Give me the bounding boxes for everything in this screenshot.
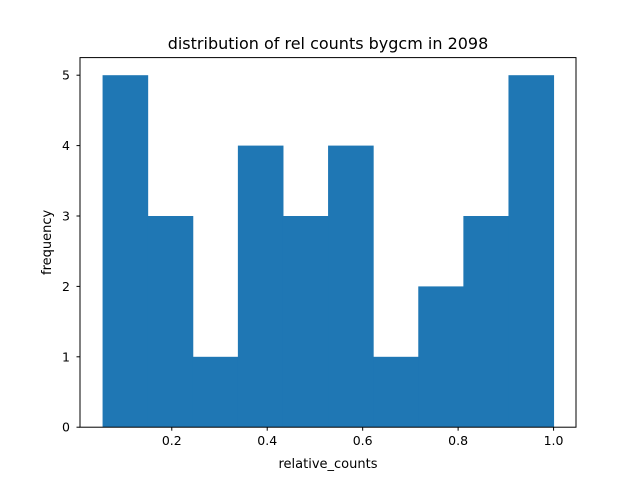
x-tick-label: 0.2 — [162, 433, 182, 448]
y-ticks-group: 0 1 2 3 4 5 — [62, 68, 80, 435]
x-tick-label: 0.6 — [353, 433, 373, 448]
y-tick-label: 4 — [62, 138, 70, 153]
histogram-bar — [508, 75, 555, 428]
histogram-bar — [463, 216, 509, 428]
histogram-bar — [373, 356, 419, 428]
histogram-bar — [102, 75, 149, 428]
y-tick-label: 3 — [62, 209, 70, 224]
y-axis-label: frequency — [40, 209, 55, 275]
x-axis-label: relative_counts — [279, 457, 378, 472]
x-tick-label: 0.8 — [448, 433, 468, 448]
y-tick-label: 1 — [62, 349, 70, 364]
x-tick-label: 1.0 — [544, 433, 564, 448]
histogram-bar — [282, 216, 329, 428]
y-tick-label: 5 — [62, 68, 70, 83]
plot-frame — [79, 57, 577, 428]
histogram-bar — [237, 145, 284, 428]
histogram-bar — [192, 356, 239, 428]
x-tick-label: 0.4 — [257, 433, 277, 448]
histogram-bar — [147, 216, 194, 428]
bars-group — [102, 75, 555, 428]
y-tick-label: 0 — [62, 420, 70, 435]
histogram-bar — [418, 286, 464, 428]
x-ticks-group: 0.2 0.4 0.6 0.8 1.0 — [162, 427, 564, 448]
chart-title: distribution of rel counts bygcm in 2098 — [168, 34, 489, 53]
axes-group — [79, 57, 577, 428]
histogram-bar — [328, 145, 374, 428]
y-tick-label: 2 — [62, 279, 70, 294]
